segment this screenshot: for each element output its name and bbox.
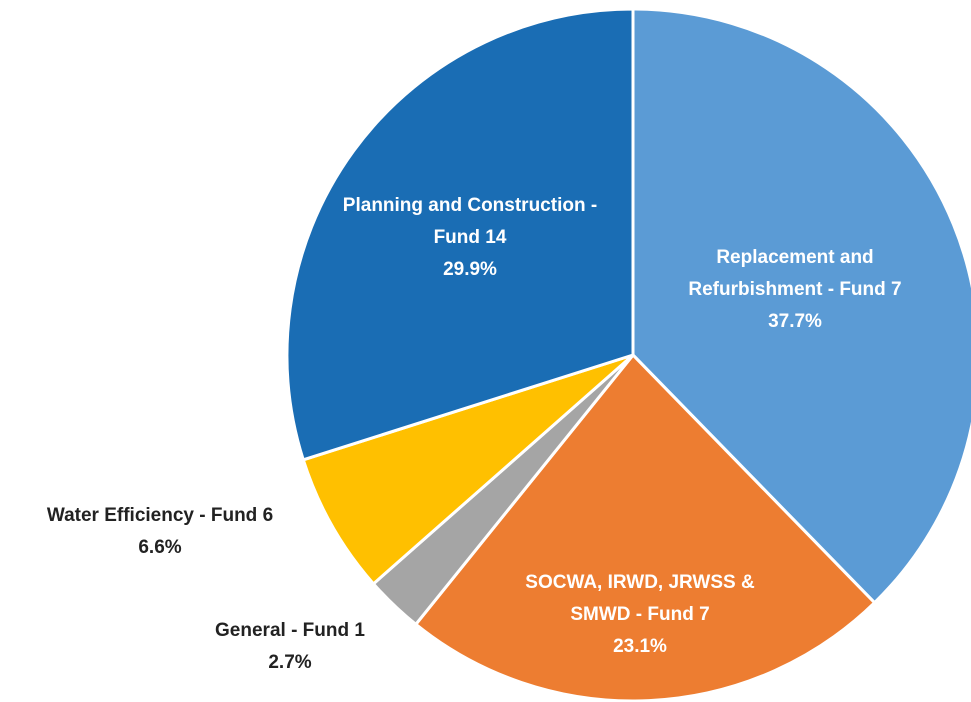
pie-slice — [631, 7, 971, 605]
value-label: 6.6% — [138, 537, 182, 558]
category-label: Replacement and Refurbishment - Fund 7 — [688, 247, 902, 300]
slice-label: General - Fund 1 2.7% — [160, 615, 420, 679]
category-label: Planning and Construction - Fund 14 — [342, 195, 598, 248]
value-label: 2.7% — [268, 652, 312, 673]
value-label: 23.1% — [613, 636, 667, 657]
value-label: 29.9% — [443, 259, 497, 280]
slice-label: Planning and Construction - Fund 14 29.9% — [325, 190, 615, 286]
pie-slice — [285, 7, 635, 462]
category-label: General - Fund 1 — [215, 620, 365, 641]
category-label: SOCWA, IRWD, JRWSS & SMWD - Fund 7 — [525, 572, 755, 625]
slice-label: Replacement and Refurbishment - Fund 7 37… — [660, 242, 930, 338]
slice-label: Water Efficiency - Fund 6 6.6% — [0, 500, 320, 564]
pie-slice — [413, 352, 877, 702]
category-label: Water Efficiency - Fund 6 — [46, 505, 274, 526]
pie-slice — [301, 353, 634, 586]
slice-label: SOCWA, IRWD, JRWSS & SMWD - Fund 7 23.1% — [500, 567, 780, 663]
value-label: 37.7% — [768, 311, 822, 332]
